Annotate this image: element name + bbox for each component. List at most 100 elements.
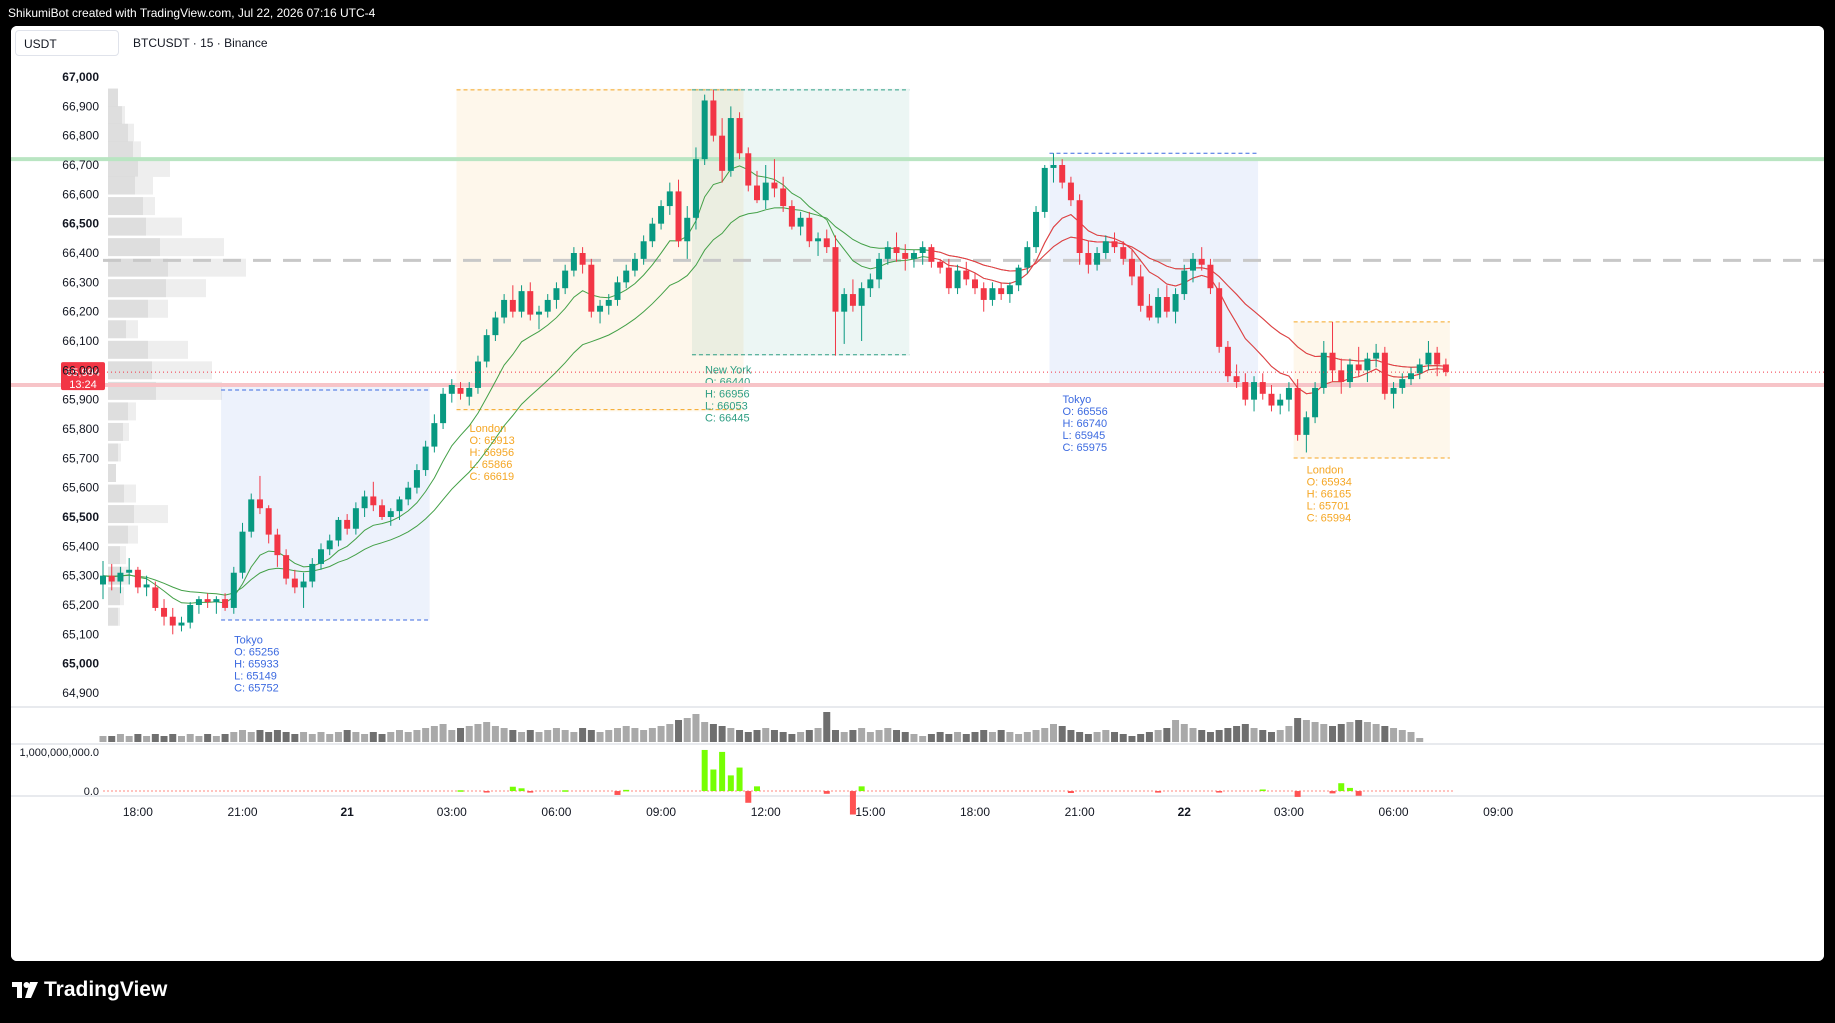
volume-profile-bar <box>108 443 118 462</box>
volume-bar <box>1015 734 1023 742</box>
candle-body <box>1198 258 1205 265</box>
candle-body <box>1006 285 1013 295</box>
candle-body <box>474 361 481 388</box>
volume-profile-bar <box>108 217 146 236</box>
volume-profile-bar <box>108 258 168 277</box>
volume-bar <box>1119 734 1127 742</box>
volume-bar <box>1023 732 1031 742</box>
candle-body <box>126 569 133 573</box>
volume-profile-bar <box>108 197 143 216</box>
price-tick-label: 65,300 <box>62 569 99 583</box>
volume-bar <box>108 736 116 742</box>
session-label: L: 65701 <box>1307 500 1350 512</box>
candle-body <box>788 206 795 227</box>
volume-bar <box>1145 732 1153 742</box>
tradingview-logo[interactable]: TradingView <box>12 978 167 1002</box>
candle-body <box>1355 364 1362 371</box>
volume-profile-bar <box>128 402 136 421</box>
volume-profile-bar <box>108 279 166 298</box>
candle-body <box>902 253 909 259</box>
volume-bar <box>387 732 395 742</box>
chart-frame[interactable]: Tokyo O: 65256 H: 65933 L: 65149 C: 65752 Lon… <box>11 26 1824 961</box>
candle-body <box>1050 165 1057 168</box>
volume-bar <box>1076 732 1084 742</box>
price-tick-label: 65,100 <box>62 627 99 641</box>
candle-body <box>1102 241 1109 253</box>
candle-body <box>239 531 246 573</box>
session-label: London <box>1307 464 1344 476</box>
volume-bar <box>526 730 534 742</box>
price-tick-label: 65,900 <box>62 393 99 407</box>
price-tick-label: 66,900 <box>62 99 99 113</box>
oscillator-bar <box>527 791 534 793</box>
candle-body <box>1442 364 1449 373</box>
price-tick-label: 65,500 <box>62 510 99 524</box>
volume-profile-bar <box>126 320 138 339</box>
candles <box>100 89 1449 635</box>
volume-bar <box>1102 730 1110 742</box>
volume-bar <box>134 734 142 742</box>
volume-bar <box>657 726 665 742</box>
oscillator-bar <box>710 769 717 792</box>
volume-profile-bar <box>118 607 120 626</box>
candle-body <box>1181 270 1188 295</box>
volume-bar <box>273 730 281 742</box>
session-box <box>1049 159 1259 384</box>
candle-body <box>230 572 237 608</box>
candle-body <box>152 587 159 608</box>
volume-bar <box>1355 720 1363 742</box>
volume-profile-bar <box>138 158 170 177</box>
time-tick-label: 09:00 <box>646 805 676 819</box>
volume-bar <box>1154 730 1162 742</box>
time-tick-label: 03:00 <box>437 805 467 819</box>
oscillator-bar <box>1294 791 1301 797</box>
attribution-text: ShikumiBot created with TradingView.com,… <box>8 6 376 20</box>
time-tick-label: 09:00 <box>1483 805 1513 819</box>
volume-bar <box>666 724 674 742</box>
volume-bar <box>465 726 473 742</box>
oscillator-bar <box>736 767 743 792</box>
candle-body <box>509 299 516 312</box>
time-tick-label: 21:00 <box>228 805 258 819</box>
candle-body <box>466 387 473 397</box>
candle-body <box>754 185 760 201</box>
candle-body <box>483 335 490 362</box>
volume-bar <box>831 730 839 742</box>
candle-body <box>623 270 630 283</box>
volume-bar <box>177 736 185 742</box>
price-tick-label: 65,800 <box>62 422 99 436</box>
oscillator-bar <box>754 786 760 792</box>
brand-name: TradingView <box>44 978 168 1001</box>
volume-bar <box>1032 730 1040 742</box>
volume-bar <box>1172 720 1180 742</box>
candle-body <box>771 182 778 189</box>
volume-bar <box>1337 724 1345 742</box>
price-tick-label: 65,600 <box>62 481 99 495</box>
candle-body <box>815 238 822 242</box>
candle-body <box>527 291 534 315</box>
volume-bar <box>640 730 648 742</box>
volume-bar <box>1346 722 1354 742</box>
candle-body <box>1259 382 1266 394</box>
candle-body <box>1251 382 1258 400</box>
volume-bar <box>544 730 552 742</box>
candle-body <box>518 291 525 312</box>
volume-bar <box>500 728 508 742</box>
volume-profile <box>108 88 246 626</box>
oscillator-bar <box>1259 789 1266 792</box>
last-price-value: 65,994 <box>66 367 100 379</box>
volume-bar <box>613 728 621 742</box>
candle-body <box>605 299 612 306</box>
candle-body <box>849 294 856 306</box>
candle-body <box>989 288 996 300</box>
candle-body <box>1338 370 1345 383</box>
volume-bar <box>1224 728 1232 742</box>
volume-profile-bar <box>108 141 133 160</box>
oscillator-bar <box>1346 787 1353 792</box>
candle-body <box>666 191 673 207</box>
oscillator-bar <box>562 790 569 792</box>
volume-bar <box>151 734 159 742</box>
volume-bar <box>143 736 151 742</box>
symbol-search-box[interactable]: USDT <box>15 30 119 56</box>
